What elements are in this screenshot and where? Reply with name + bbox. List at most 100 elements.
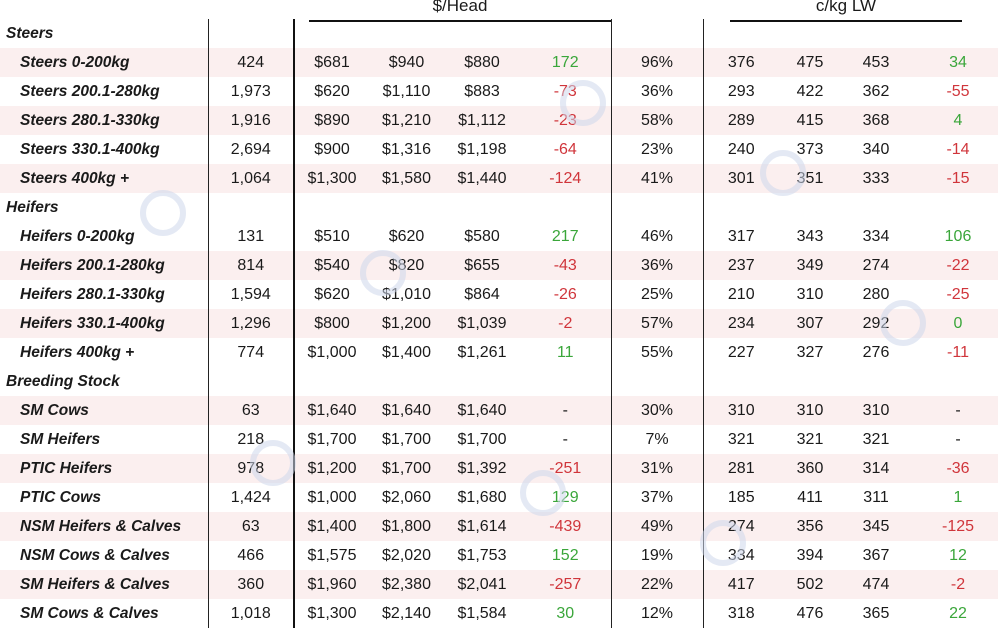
cell-max: $1,210 <box>369 106 444 135</box>
cell-chg: 11 <box>556 343 574 361</box>
cell-min: $1,400 <box>293 512 369 541</box>
cell-min: $1,000 <box>293 483 369 512</box>
table-row: SM Cows & Calves 1,018 $1,300 $2,140 $1,584 3… <box>0 599 998 628</box>
cell-ck-avg: 345 <box>841 512 911 541</box>
cell-head: 978 <box>207 454 294 483</box>
cell-ck-max: 475 <box>779 48 841 77</box>
cell-ck-min: 376 <box>702 48 779 77</box>
cell-pct: 41% <box>610 164 703 193</box>
empty-cell <box>207 19 294 48</box>
cell-pct: 19% <box>610 541 703 570</box>
cell-ck-avg: 292 <box>841 309 911 338</box>
cell-head: 1,594 <box>207 280 294 309</box>
empty-cell <box>369 19 444 48</box>
cell-pct: 58% <box>610 106 703 135</box>
row-label: Steers 200.1-280kg <box>20 82 160 100</box>
empty-cell <box>841 367 911 396</box>
cell-pct: 46% <box>610 222 703 251</box>
cell-head: 63 <box>207 512 294 541</box>
cell-head: 1,296 <box>207 309 294 338</box>
cell-min: $540 <box>293 251 369 280</box>
cell-avg: $1,680 <box>457 488 507 506</box>
table-row: Heifers 200.1-280kg 814 $540 $820 $655 -43 36%… <box>0 251 998 280</box>
cell-avg: $655 <box>444 251 520 280</box>
cell-ck-max: 422 <box>796 82 824 100</box>
cell-ck-max: 307 <box>779 309 841 338</box>
table-row: Steers 280.1-330kg 1,916 $890 $1,210 $1,112-… <box>0 106 998 135</box>
cell-avg: $1,198 <box>457 140 507 158</box>
cell-pct: 57% <box>610 309 703 338</box>
cell-ck-min: 301 <box>702 164 779 193</box>
empty-cell <box>702 367 779 396</box>
cell-pct: 37% <box>610 483 703 512</box>
cell-pct: 25% <box>610 280 703 309</box>
cell-max: $940 <box>369 48 444 77</box>
table-row: Heifers 330.1-400kg 1,296 $800 $1,200 $1,039… <box>0 309 998 338</box>
empty-cell <box>841 19 911 48</box>
row-label: SM Cows <box>0 396 208 425</box>
cell-head: 63 <box>207 396 294 425</box>
cell-min: $900 <box>293 135 369 164</box>
cell-ck-avg: 340 <box>862 140 890 158</box>
row-label: Heifers 200.1-280kg <box>0 251 208 280</box>
cell-head: 1,018 <box>207 599 294 628</box>
table-row: SM Heifers 218 $1,700 $1,700 $1,700-7% 321 321… <box>0 425 998 454</box>
dollar-per-head-header: $/Head <box>309 0 611 22</box>
cell-ck-min: 310 <box>702 396 779 425</box>
cell-ck-chg: -14 <box>946 140 970 158</box>
cell-ck-min: 227 <box>702 338 779 367</box>
empty-cell <box>779 367 841 396</box>
cell-max: $1,700 <box>369 454 444 483</box>
cell-ck-min: 334 <box>702 541 779 570</box>
section-header-row: Steers <box>0 19 998 48</box>
cell-max: $1,640 <box>369 396 444 425</box>
table-row: Steers 0-200kg 424 $681 $940 $880 172 96% 376 47… <box>0 48 998 77</box>
cell-min: $510 <box>293 222 369 251</box>
cell-chg: -439 <box>520 512 611 541</box>
row-label: SM Heifers <box>20 430 101 448</box>
cell-head: 424 <box>207 48 294 77</box>
cell-min: $1,575 <box>293 541 369 570</box>
cell-ck-avg: 474 <box>841 570 911 599</box>
cell-ck-min: 240 <box>702 135 779 164</box>
cell-ck-chg: 34 <box>911 48 998 77</box>
row-label: Steers 0-200kg <box>0 48 208 77</box>
cell-avg: $883 <box>464 82 500 100</box>
cell-avg: $1,112 <box>444 106 520 135</box>
cell-ck-min: 210 <box>702 280 779 309</box>
empty-cell <box>293 19 369 48</box>
cell-pct: 49% <box>610 512 703 541</box>
cell-chg: -43 <box>520 251 611 280</box>
cell-ck-chg: -15 <box>911 164 998 193</box>
row-label: SM Cows & Calves <box>20 604 159 622</box>
cell-head: 360 <box>207 570 294 599</box>
cell-min: $1,300 <box>293 164 369 193</box>
cell-max: $1,700 <box>382 430 431 448</box>
cell-max: $620 <box>388 227 425 245</box>
cell-ck-max: 502 <box>779 570 841 599</box>
cell-ck-chg: 22 <box>949 604 967 622</box>
cell-ck-max: 415 <box>779 106 841 135</box>
cell-ck-max: 356 <box>779 512 841 541</box>
row-label: Steers 400kg + <box>0 164 208 193</box>
cell-head: 218 <box>207 425 294 454</box>
cell-chg: -251 <box>520 454 611 483</box>
empty-cell <box>369 193 444 222</box>
cell-chg: -23 <box>520 106 611 135</box>
empty-cell <box>911 193 998 222</box>
cents-per-kg-header: c/kg LW <box>730 0 962 22</box>
cell-ck-max: 349 <box>779 251 841 280</box>
cell-ck-chg: 1 <box>953 488 963 506</box>
cell-min: $1,200 <box>293 454 369 483</box>
cell-ck-max: 373 <box>796 140 824 158</box>
section-header-row: Breeding Stock <box>0 367 998 396</box>
cell-chg: 217 <box>551 227 579 245</box>
cell-head: 1,916 <box>207 106 294 135</box>
cell-ck-chg: -11 <box>947 343 969 361</box>
section-header-row: Heifers <box>0 193 998 222</box>
cell-max: $1,010 <box>382 285 431 303</box>
cell-max: $2,060 <box>382 488 431 506</box>
cell-min: $1,640 <box>293 396 369 425</box>
table-row: NSM Heifers & Calves 63 $1,400 $1,800 $1,614… <box>0 512 998 541</box>
cell-max: $1,400 <box>382 343 431 361</box>
